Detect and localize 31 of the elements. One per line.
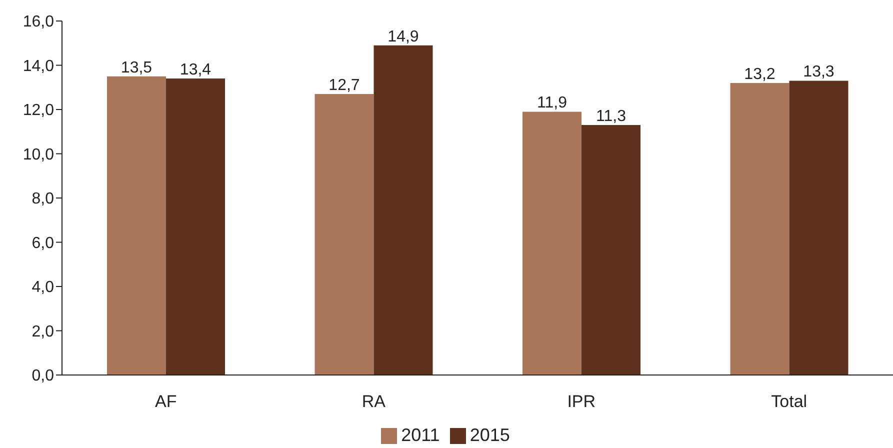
data-label: 13,5 [120, 59, 152, 76]
bar [522, 112, 582, 375]
bar [107, 76, 166, 375]
x-tick-label: AF [155, 392, 177, 412]
y-tick-label: 16,0 [22, 14, 54, 31]
data-label: 14,9 [388, 28, 419, 46]
x-tick-label: IPR [567, 392, 596, 412]
bar [730, 82, 790, 375]
data-label: 13,4 [180, 62, 212, 79]
bar [582, 124, 640, 375]
y-tick-label: 8,0 [32, 190, 54, 208]
data-label: 11,3 [596, 108, 626, 125]
legend-label: 2011 [401, 425, 440, 445]
bar [374, 45, 433, 375]
y-tick-label: 10,0 [22, 146, 54, 164]
bar [314, 94, 374, 375]
data-label: 12,7 [328, 77, 360, 94]
x-tick-label: RA [362, 392, 386, 412]
y-tick-label: 0,0 [32, 368, 54, 385]
data-label: 11,9 [537, 94, 568, 112]
x-tick-label: Total [771, 392, 808, 412]
data-label: 13,2 [744, 66, 776, 83]
bar [789, 80, 848, 375]
bar [166, 78, 225, 375]
data-label: 13,3 [803, 64, 834, 81]
y-tick-label: 4,0 [32, 279, 54, 296]
y-tick-label: 2,0 [32, 323, 54, 340]
legend-label: 2015 [470, 425, 510, 445]
y-tick-label: 14,0 [22, 58, 54, 75]
y-tick-label: 6,0 [32, 234, 54, 252]
y-tick-label: 12,0 [22, 102, 54, 120]
